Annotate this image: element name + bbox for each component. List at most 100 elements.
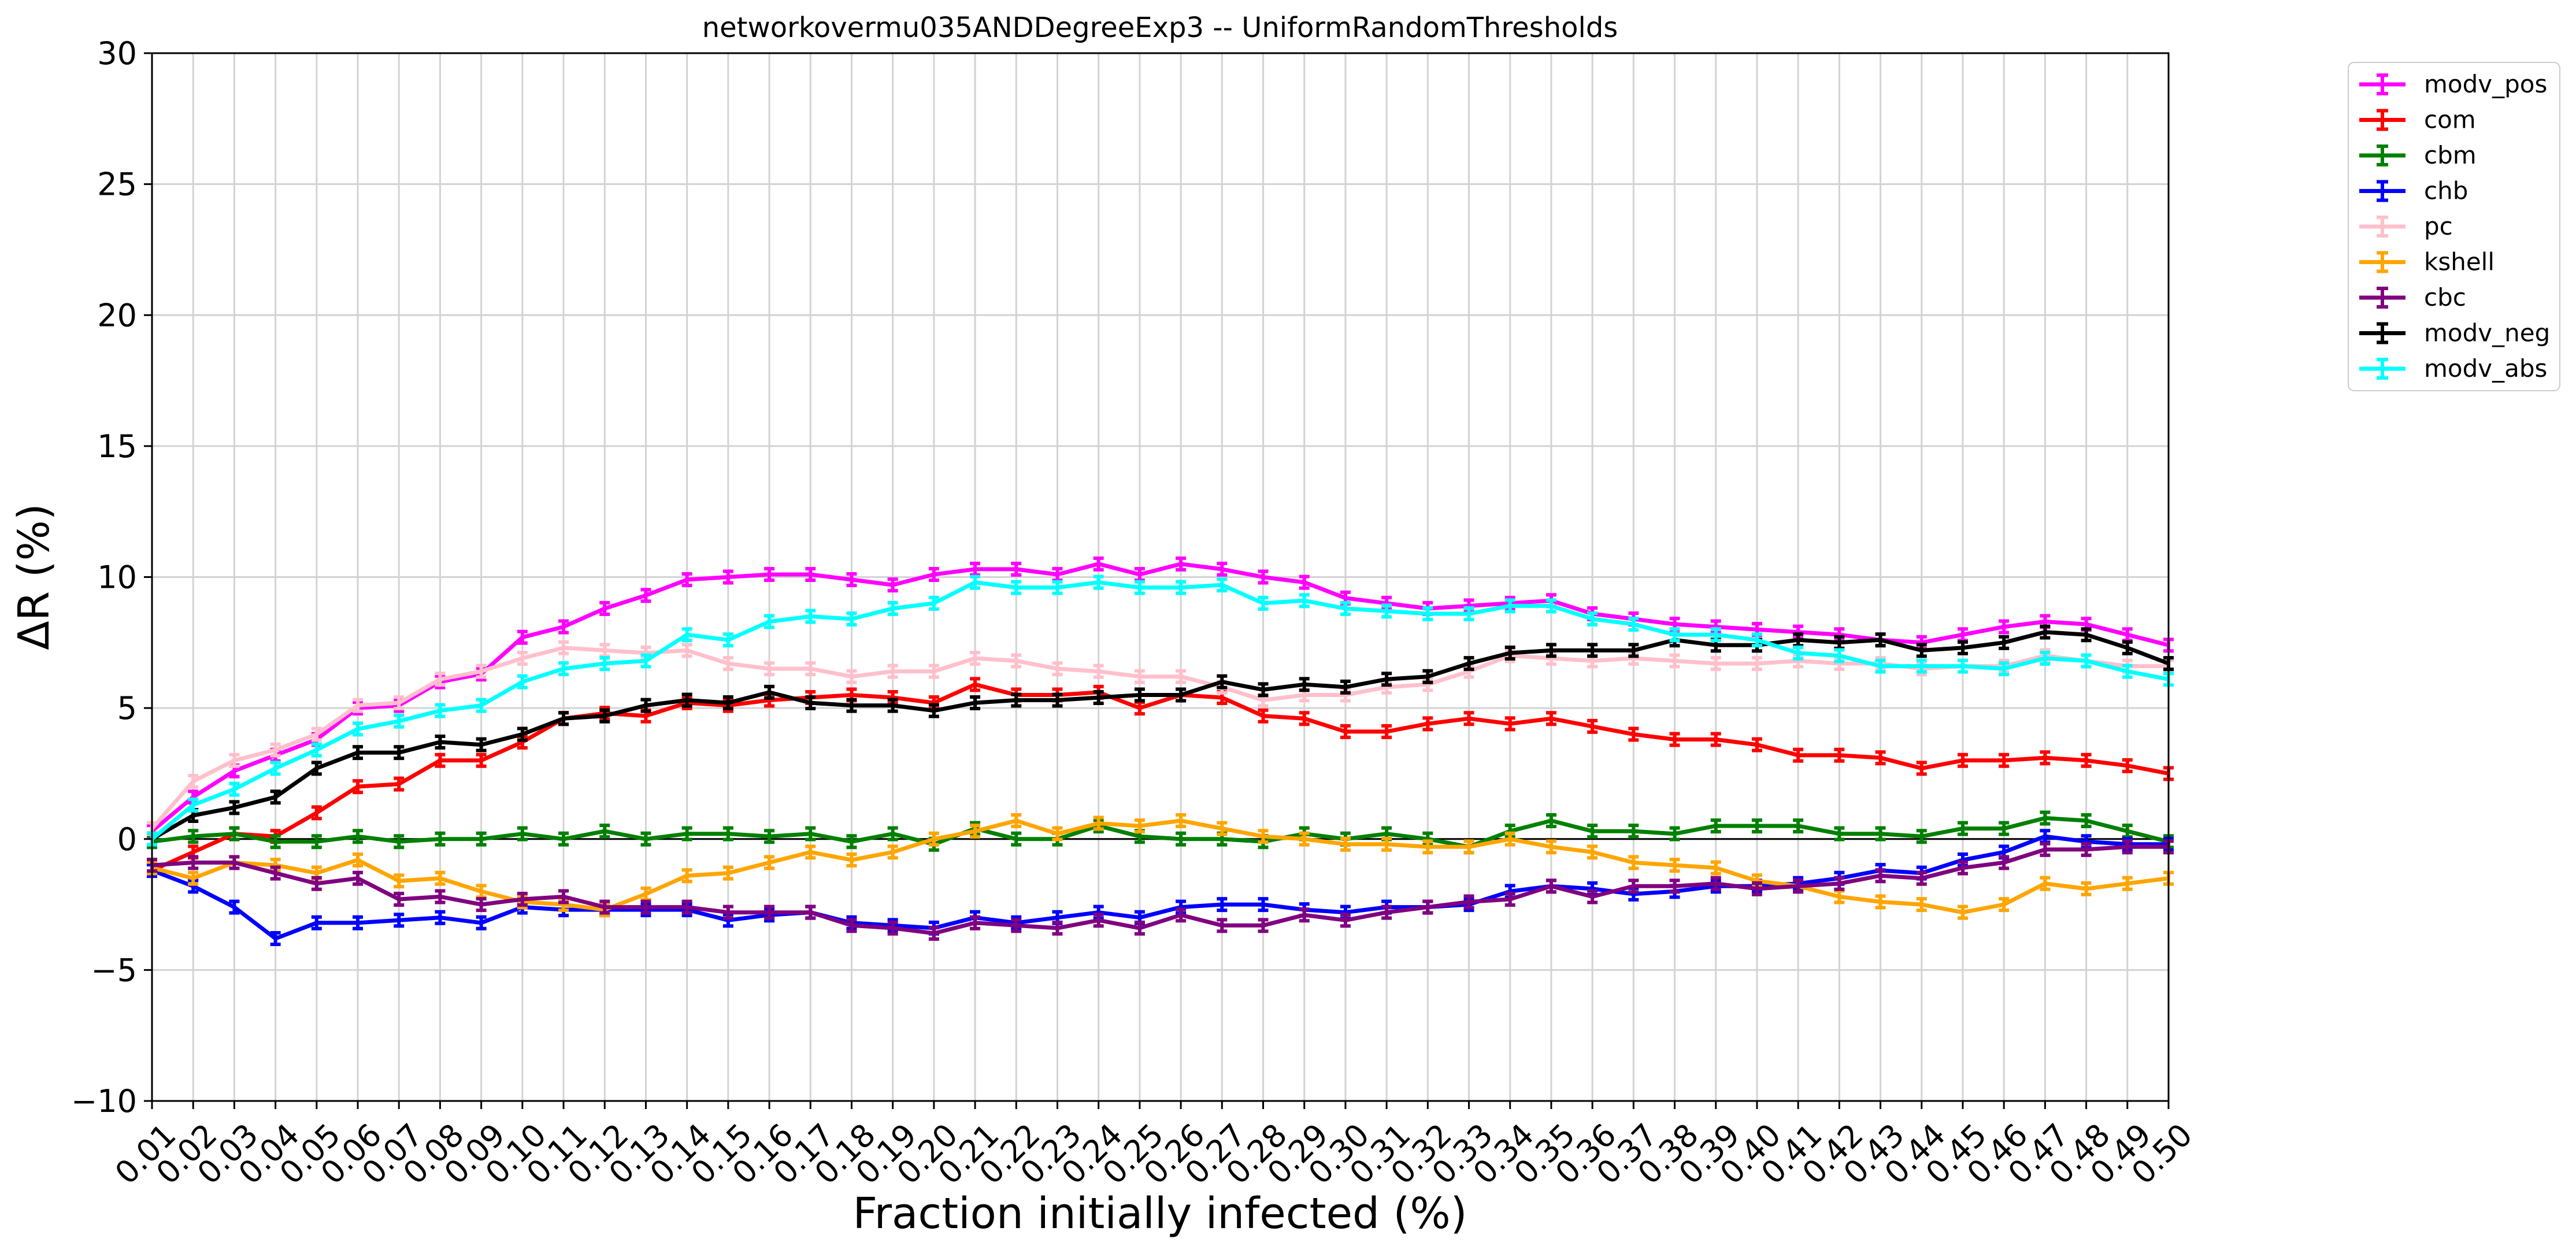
data-point: [599, 708, 610, 724]
data-point: [1504, 598, 1515, 614]
data-point: [1011, 580, 1022, 595]
y-tick-label: 25: [97, 166, 137, 203]
legend-label: kshell: [2424, 248, 2495, 276]
legend-item-pc: pc: [2359, 212, 2453, 240]
data-point: [1422, 606, 1433, 621]
data-point: [1545, 598, 1556, 614]
data-point: [1710, 656, 1721, 672]
data-point: [229, 826, 240, 841]
legend-item-modv_abs: modv_abs: [2359, 354, 2547, 383]
data-point: [1751, 737, 1762, 752]
data-point: [681, 627, 692, 643]
data-point: [1710, 732, 1721, 747]
data-point: [2081, 627, 2092, 643]
data-point: [1422, 669, 1433, 684]
data-point: [1793, 645, 1804, 661]
data-point: [558, 831, 569, 847]
data-point: [394, 695, 405, 711]
data-point: [1793, 747, 1804, 763]
data-point: [1834, 876, 1845, 891]
data-point: [846, 698, 857, 713]
legend-item-kshell: kshell: [2359, 248, 2495, 276]
data-point: [2122, 640, 2133, 655]
data-point: [846, 852, 857, 868]
data-point: [1011, 918, 1022, 933]
data-point: [229, 781, 240, 797]
data-point: [1176, 813, 1187, 829]
data-point: [1093, 689, 1104, 705]
data-point: [2081, 653, 2092, 669]
data-point: [353, 829, 364, 844]
x-axis-label: Fraction initially infected (%): [853, 1189, 1467, 1239]
series-line: [151, 834, 2169, 941]
series-line: [150, 580, 2169, 841]
data-point: [1875, 868, 1886, 884]
data-point: [2081, 752, 2092, 768]
y-tick-label: 20: [97, 297, 137, 333]
data-point: [1999, 821, 2010, 836]
data-point: [1875, 750, 1886, 766]
data-point: [1422, 839, 1433, 855]
data-point: [764, 661, 775, 677]
data-point: [640, 831, 651, 847]
data-point: [1957, 904, 1968, 920]
data-point: [1916, 643, 1927, 658]
data-point: [2040, 810, 2051, 826]
data-point: [805, 695, 816, 711]
data-point: [1299, 677, 1310, 692]
data-point: [1381, 724, 1392, 739]
data-point: [394, 891, 405, 907]
series-lines: [147, 556, 2174, 946]
data-point: [599, 656, 610, 672]
data-point: [599, 899, 610, 915]
data-point: [681, 826, 692, 841]
data-point: [1463, 606, 1474, 621]
data-point: [353, 745, 364, 761]
data-point: [928, 595, 939, 611]
data-point: [2122, 663, 2133, 679]
data-point: [517, 674, 528, 689]
data-point: [2081, 813, 2092, 829]
data-point: [1545, 711, 1556, 726]
data-point: [1957, 658, 1968, 674]
series-line: [151, 816, 2169, 849]
data-point: [435, 831, 446, 847]
data-point: [1176, 687, 1187, 703]
data-point: [517, 826, 528, 841]
data-point: [2040, 750, 2051, 766]
data-point: [1052, 692, 1063, 708]
data-point: [599, 600, 610, 616]
series-line: [151, 844, 2169, 936]
data-point: [1052, 826, 1063, 841]
data-point: [1258, 897, 1269, 913]
data-point: [1793, 878, 1804, 894]
data-point: [928, 663, 939, 679]
data-point: [517, 891, 528, 907]
data-point: [1628, 878, 1639, 894]
data-point: [1545, 839, 1556, 855]
data-point: [558, 889, 569, 904]
data-point: [681, 899, 692, 915]
data-point: [1545, 813, 1556, 829]
legend-item-modv_pos: modv_pos: [2359, 70, 2547, 98]
data-point: [1340, 913, 1351, 928]
legend-box: [2348, 62, 2560, 391]
data-point: [1176, 556, 1187, 572]
data-point: [1299, 574, 1310, 590]
data-point: [1834, 747, 1845, 763]
data-point: [558, 640, 569, 655]
data-point: [188, 797, 199, 813]
data-point: [394, 713, 405, 729]
data-point: [1669, 653, 1680, 669]
data-point: [887, 600, 898, 616]
data-point: [1258, 829, 1269, 844]
data-point: [1834, 648, 1845, 663]
data-point: [1628, 617, 1639, 632]
data-point: [353, 721, 364, 737]
data-point: [1587, 824, 1598, 839]
legend-item-com: com: [2359, 106, 2476, 134]
data-point: [188, 870, 199, 886]
data-point: [394, 913, 405, 928]
data-point: [270, 761, 281, 776]
